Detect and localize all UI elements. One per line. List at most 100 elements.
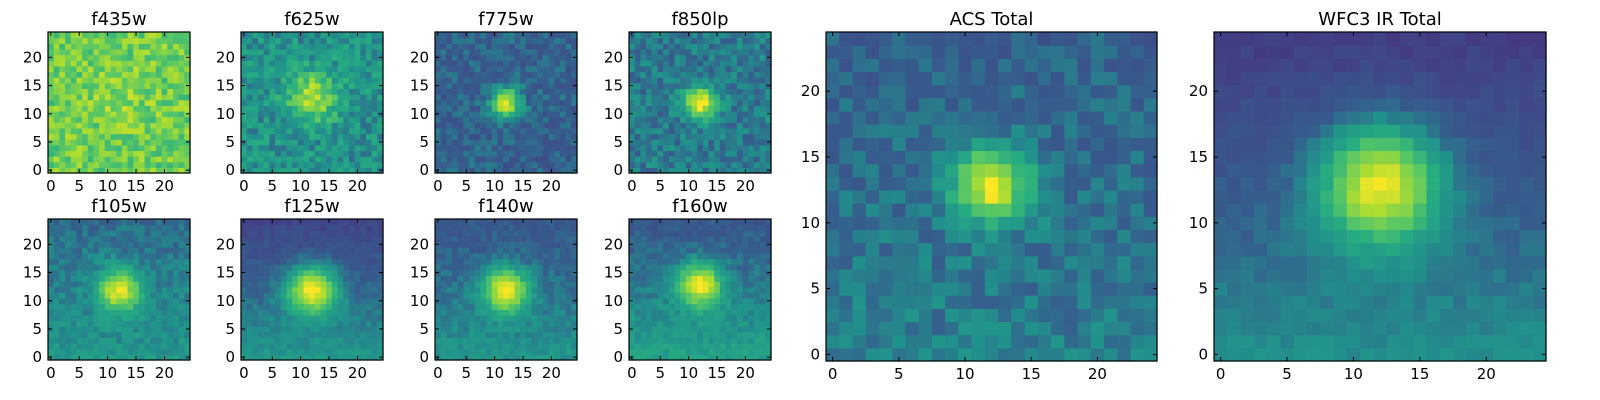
pixel-cell [93,37,100,44]
pixel-cell [463,224,470,231]
pixel-cell [731,297,738,305]
pixel-cell [514,110,521,118]
pixel-cell [514,320,521,327]
pixel-cell [377,88,384,95]
pixel-cell [161,314,168,322]
pixel-cell [161,82,168,89]
pixel-cell [65,133,72,140]
pixel-cell [463,139,470,146]
pixel-cell [258,297,265,305]
pixel-cell [435,230,442,237]
pixel-cell [753,82,761,89]
pixel-cell [172,161,180,168]
pixel-cell [753,60,761,67]
pixel-cell [548,60,555,67]
pixel-cell [93,269,100,276]
pixel-cell [280,48,288,56]
pixel-cell [565,54,572,61]
pixel-cell [292,116,299,123]
pixel-cell [668,77,676,84]
pixel-cell [554,150,561,157]
pixel-cell [184,264,191,271]
pixel-cell [252,71,259,78]
pixel-cell [753,65,761,73]
pixel-cell [275,144,282,152]
pixel-cell [469,144,476,152]
pixel-cell [646,110,653,118]
pixel-cell [571,99,578,106]
pixel-cell [121,281,129,288]
pixel-cell [640,133,647,140]
pixel-cell [337,161,344,168]
pixel-cell [246,32,253,39]
pixel-cell [491,247,499,254]
pixel-cell [486,60,493,67]
pixel-cell [565,99,572,106]
pixel-cell [99,110,106,118]
pixel-cell [463,303,470,310]
pixel-cell [714,48,721,56]
pixel-cell [292,269,299,276]
pixel-cell [491,94,499,101]
pixel-cell [48,286,55,293]
pixel-cell [674,348,681,355]
pixel-cell [680,116,687,123]
pixel-cell [286,150,293,157]
pixel-cell [337,331,344,339]
pixel-cell [714,309,721,316]
pixel-cell [93,292,100,299]
pixel-cell [286,292,293,299]
pixel-cell [765,150,772,157]
x-tick-label: 5 [74,364,84,382]
pixel-cell [172,88,180,95]
pixel-cell [463,43,470,50]
pixel-cell [708,110,715,118]
pixel-cell [531,219,538,226]
pixel-cell [486,71,493,78]
pixel-cell [651,314,658,322]
pixel-cell [731,156,738,163]
pixel-cell [371,292,378,299]
pixel-cell [537,54,544,61]
pixel-cell [178,331,185,339]
pixel-cell [53,235,60,243]
pixel-cell [565,320,572,327]
pixel-cell [748,354,755,361]
pixel-cell [70,275,77,282]
pixel-cell [708,43,715,50]
pixel-cell [258,99,265,106]
pixel-cell [150,54,157,61]
pixel-cell [525,161,533,168]
pixel-cell [685,60,693,67]
pixel-cell [514,235,521,243]
pixel-cell [138,65,146,73]
pixel-cell [59,122,66,129]
pixel-cell [331,224,339,231]
pixel-cell [150,252,157,260]
pixel-cell [144,105,151,112]
pixel-cell [759,60,766,67]
pixel-cell [246,122,253,129]
pixel-cell [184,94,191,101]
pixel-cell [320,314,327,322]
pixel-cell [292,224,299,231]
pixel-cell [275,354,282,361]
pixel-cell [348,269,356,276]
pixel-cell [348,314,356,322]
pixel-cell [150,275,157,282]
pixel-cell [263,110,270,118]
pixel-cell [343,224,350,231]
pixel-cell [565,286,572,293]
pixel-cell [736,110,744,118]
pixel-cell [133,230,140,237]
pixel-cell [121,88,129,95]
pixel-cell [354,48,361,56]
pixel-cell [343,241,350,248]
pixel-cell [65,258,72,265]
pixel-cell [435,258,442,265]
pixel-cell [731,343,738,350]
pixel-cell [167,331,174,339]
pixel-cell [326,133,333,140]
pixel-cell [59,156,66,163]
pixel-cell [133,247,140,254]
